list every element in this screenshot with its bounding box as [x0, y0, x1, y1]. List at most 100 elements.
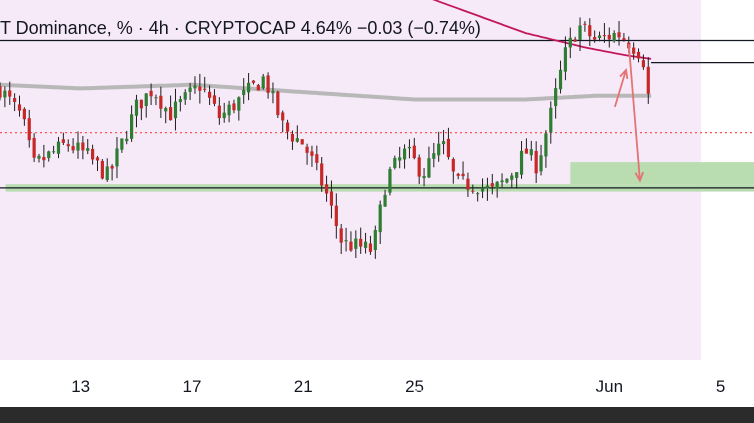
candle-body [17, 104, 22, 111]
candle-body [422, 176, 426, 179]
candle [256, 83, 260, 91]
candle-body [183, 92, 187, 100]
candle-body [164, 108, 168, 112]
moving-average-long [432, 0, 652, 60]
candle [154, 94, 158, 106]
candle [466, 172, 470, 197]
support-zone-1 [570, 162, 754, 185]
candle [66, 139, 70, 152]
candle [42, 144, 46, 168]
candle [125, 130, 129, 145]
candle [641, 54, 645, 70]
candle [544, 130, 548, 168]
candlestick-series [0, 17, 650, 259]
candle [8, 81, 12, 105]
candle [602, 23, 607, 43]
candle [349, 231, 353, 252]
chart-title[interactable]: T Dominance, % · 4h · CRYPTOCAP 4.64% −0… [0, 18, 481, 38]
candle [281, 110, 285, 133]
candle-body [495, 181, 499, 189]
candle-body [407, 146, 412, 149]
candle-body [588, 25, 592, 37]
candle [188, 82, 192, 100]
candle [207, 85, 212, 106]
annotation-arrow-1[interactable] [614, 68, 629, 108]
candle [61, 132, 65, 146]
candle-body [393, 157, 397, 168]
candle-body [573, 39, 577, 42]
candle-body [315, 154, 319, 163]
annotation-arrows [614, 44, 645, 183]
candle-body [398, 157, 402, 161]
candle [446, 127, 451, 160]
annotation-arrow-0[interactable] [627, 44, 645, 183]
candle-body [427, 158, 431, 178]
candle [441, 129, 446, 155]
candle-body [320, 163, 324, 186]
candle [495, 181, 499, 198]
candle [86, 138, 90, 155]
candle [0, 82, 2, 101]
candle-body [359, 238, 363, 247]
candle [622, 33, 626, 42]
candle-body [607, 34, 611, 40]
candle [115, 137, 119, 179]
candle-body [42, 157, 46, 161]
candle-body [154, 97, 158, 99]
candle [305, 143, 309, 165]
candle-body [583, 23, 587, 25]
candle-body [597, 35, 602, 39]
candle-body [388, 169, 392, 193]
candle [222, 102, 226, 123]
candle [471, 184, 475, 194]
candle-body [349, 241, 353, 251]
candle-body [266, 75, 270, 93]
candle [607, 27, 611, 48]
candle-body [217, 105, 221, 119]
candle [437, 131, 441, 162]
candle-body [149, 90, 153, 97]
candle [159, 86, 163, 118]
candle [246, 72, 251, 101]
candle-body [139, 99, 143, 109]
x-tick-label: 13 [71, 377, 90, 396]
candle [37, 153, 41, 163]
candle-body [612, 33, 616, 42]
candle-body [188, 87, 192, 92]
candle [290, 130, 295, 150]
candle-body [242, 89, 246, 96]
candle-body [0, 86, 2, 98]
candle-body [329, 191, 334, 206]
candle [612, 30, 616, 43]
candle [354, 230, 358, 258]
candle [554, 78, 558, 119]
candle [427, 146, 431, 179]
candle-body [207, 91, 212, 98]
candle-body [100, 160, 104, 179]
candle-body [81, 142, 85, 151]
candle [524, 138, 529, 154]
candle-body [71, 146, 75, 151]
candle [636, 48, 641, 63]
candle [417, 154, 421, 185]
candle [52, 145, 56, 154]
candle-body [120, 138, 124, 150]
candle-body [568, 37, 572, 48]
candle [597, 31, 602, 42]
bottom-bar [0, 407, 754, 423]
candle-body [373, 229, 377, 251]
candle [573, 36, 577, 43]
candle [320, 156, 324, 192]
candle [56, 136, 61, 159]
candle-body [168, 107, 173, 121]
candle-body [636, 51, 641, 59]
candle [583, 21, 587, 32]
candle [71, 138, 75, 154]
candle-body [480, 187, 485, 192]
candle [383, 189, 387, 207]
candle-body [593, 36, 597, 40]
candle [237, 96, 241, 121]
candle-body [524, 148, 529, 154]
candle [183, 89, 187, 105]
candle-body [232, 103, 236, 111]
